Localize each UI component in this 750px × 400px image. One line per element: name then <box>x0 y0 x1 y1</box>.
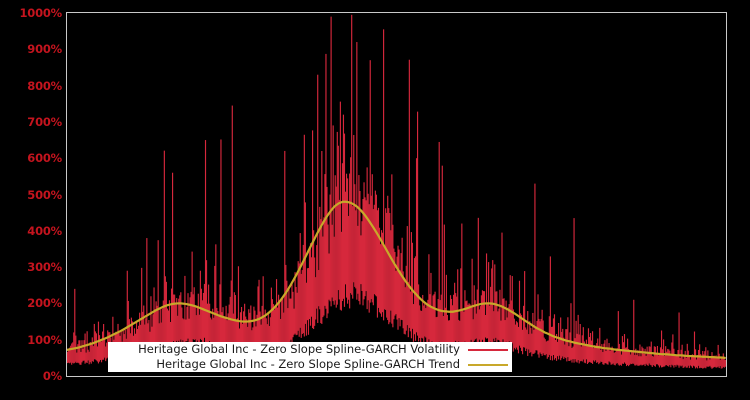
legend-item-volatility[interactable]: Heritage Global Inc - Zero Slope Spline-… <box>108 342 512 357</box>
y-axis-tick-300pct: 300% <box>27 260 62 275</box>
chart-canvas <box>67 14 726 369</box>
y-axis-tick-100pct: 100% <box>27 332 62 347</box>
y-axis-tick-700pct: 700% <box>27 114 62 129</box>
y-axis-tick-labels: 0% 100% 200% 300% 400% 500% 600% 700% 800% 900% 10… <box>0 0 62 400</box>
y-axis-tick-600pct: 600% <box>27 151 62 166</box>
chart-legend: Heritage Global Inc - Zero Slope Spline-… <box>108 342 512 372</box>
y-axis-tick-1000pct: 1000% <box>19 6 62 20</box>
legend-label-trend: Heritage Global Inc - Zero Slope Spline-… <box>156 357 460 371</box>
y-axis-tick-0pct: 0% <box>42 369 62 383</box>
y-axis-tick-200pct: 200% <box>27 296 62 311</box>
legend-label-volatility: Heritage Global Inc - Zero Slope Spline-… <box>138 342 460 356</box>
y-axis-tick-800pct: 800% <box>27 78 62 93</box>
y-axis-tick-500pct: 500% <box>27 187 62 202</box>
legend-swatch-trend-icon <box>468 360 508 370</box>
y-axis-tick-900pct: 900% <box>27 42 62 57</box>
y-axis-tick-400pct: 400% <box>27 223 62 238</box>
trend-series-line <box>67 200 726 359</box>
legend-item-trend[interactable]: Heritage Global Inc - Zero Slope Spline-… <box>108 357 512 372</box>
legend-swatch-volatility-icon <box>468 345 508 355</box>
plot-area <box>66 12 727 377</box>
volatility-series <box>67 14 726 369</box>
